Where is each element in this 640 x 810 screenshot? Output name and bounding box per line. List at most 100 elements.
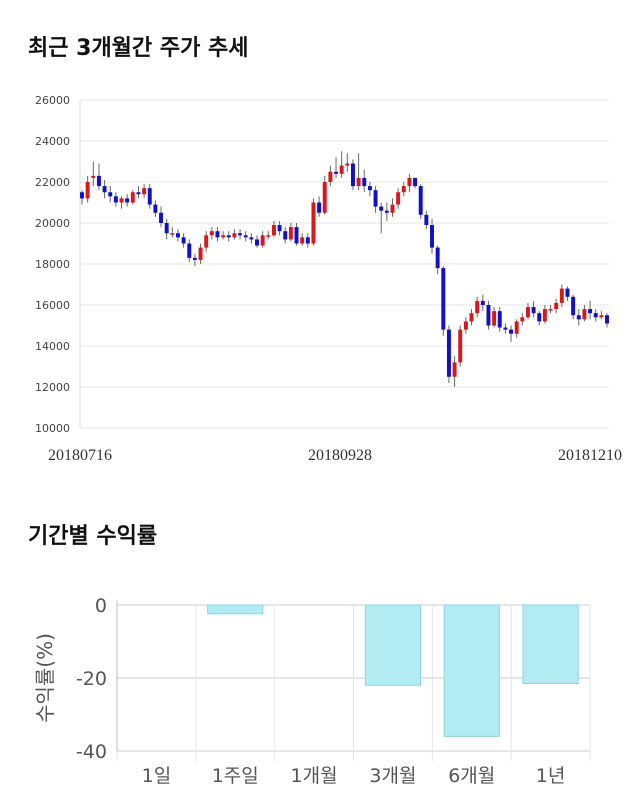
- candle-body: [430, 225, 434, 248]
- candle-body: [102, 186, 107, 193]
- candle-body: [283, 231, 288, 240]
- candle-body: [531, 307, 536, 314]
- candle-body: [367, 186, 372, 191]
- candle-body: [520, 317, 525, 322]
- returns-y-tick-label: 0: [95, 595, 107, 617]
- returns-bar: [443, 604, 500, 737]
- price-chart: 10000 12000 14000 16000 18000 20000 22000 24000…: [35, 94, 622, 464]
- candle-body: [255, 239, 259, 246]
- candle-body: [571, 296, 576, 316]
- candle-body: [85, 182, 90, 199]
- candle-body: [514, 321, 519, 334]
- returns-y-tick-label: -20: [76, 668, 107, 690]
- price-y-tick-label: 10000: [35, 422, 70, 435]
- candle-body: [198, 247, 203, 260]
- returns-x-tick-label: 1년: [536, 765, 566, 787]
- candle-body: [435, 247, 440, 269]
- candle-body: [130, 192, 135, 203]
- candle-body: [605, 315, 609, 324]
- candle-body: [266, 235, 271, 237]
- price-y-tick-label: 20000: [35, 217, 70, 230]
- candle-body: [232, 233, 237, 238]
- returns-x-tick-label: 3개월: [369, 765, 416, 787]
- returns-bar: [522, 604, 579, 684]
- returns-bar: [207, 604, 264, 615]
- candle-body: [345, 163, 350, 166]
- candle-body: [418, 186, 423, 215]
- candle-body: [108, 192, 113, 197]
- candle-body: [548, 309, 553, 311]
- candle-body: [226, 235, 231, 238]
- candle-body: [80, 192, 84, 199]
- candle-body: [243, 235, 248, 238]
- candle-body: [379, 206, 384, 211]
- price-x-tick-label: 20181210: [558, 447, 622, 464]
- candle-body: [396, 192, 401, 205]
- candle-body: [362, 177, 367, 187]
- candle-body: [311, 202, 316, 244]
- price-x-tick-label: 20180928: [308, 447, 372, 464]
- candle-body: [599, 315, 604, 318]
- candle-body: [452, 362, 457, 377]
- candle-body: [113, 196, 118, 203]
- returns-x-tick-label: 6개월: [448, 765, 495, 787]
- candle-body: [582, 309, 587, 320]
- candle-body: [407, 177, 412, 187]
- candle-body: [221, 235, 226, 238]
- candle-body: [271, 225, 276, 236]
- candle-body: [153, 204, 158, 213]
- candle-body: [458, 329, 463, 363]
- candle-body: [204, 235, 209, 248]
- candle-body: [209, 231, 214, 236]
- candle-body: [565, 288, 570, 297]
- candle-body: [413, 177, 418, 187]
- candle-body: [356, 177, 361, 187]
- candle-body: [96, 175, 101, 187]
- price-y-tick-label: 24000: [35, 135, 70, 148]
- returns-chart-title: 기간별 수익률: [28, 524, 158, 549]
- candle-body: [390, 204, 395, 213]
- price-y-tick-label: 14000: [35, 340, 70, 353]
- candle-body: [554, 302, 559, 310]
- candle-body: [322, 182, 327, 213]
- price-x-tick-label: 20180716: [48, 447, 112, 464]
- candle-body: [475, 300, 480, 314]
- candle-body: [288, 227, 293, 240]
- candle-body: [277, 225, 282, 232]
- price-y-tick-label: 22000: [35, 176, 70, 189]
- candle-body: [503, 327, 508, 330]
- candle-body: [192, 257, 197, 260]
- candle-body: [181, 237, 186, 244]
- candle-body: [142, 188, 147, 195]
- returns-x-tick-label: 1주일: [212, 765, 259, 787]
- candle-body: [170, 233, 175, 235]
- candle-body: [147, 188, 152, 205]
- candle-body: [559, 288, 564, 303]
- candle-body: [136, 192, 141, 195]
- returns-x-tick-label: 1개월: [291, 765, 338, 787]
- candle-body: [260, 235, 265, 246]
- candle-body: [441, 268, 446, 330]
- candle-body: [537, 313, 542, 322]
- price-chart-title: 최근 3개월간 주가 추세: [28, 36, 249, 61]
- candle-body: [305, 237, 310, 244]
- candle-body: [542, 309, 547, 322]
- candle-body: [446, 329, 451, 377]
- candle-body: [328, 171, 333, 182]
- candle-body: [384, 210, 389, 213]
- returns-y-axis-label: 수익률(%): [33, 633, 57, 723]
- candle-body: [424, 214, 429, 226]
- candle-body: [249, 237, 254, 240]
- candle-body: [525, 307, 530, 318]
- candle-body: [159, 212, 164, 223]
- candle-body: [238, 233, 243, 236]
- candle-body: [350, 163, 355, 187]
- candle-body: [480, 300, 485, 305]
- candle-body: [497, 311, 502, 328]
- candle-body: [317, 202, 322, 213]
- candle-body: [401, 186, 406, 193]
- candle-body: [463, 321, 468, 330]
- price-y-tick-label: 12000: [35, 381, 70, 394]
- candle-body: [334, 171, 339, 174]
- candle-body: [593, 313, 598, 318]
